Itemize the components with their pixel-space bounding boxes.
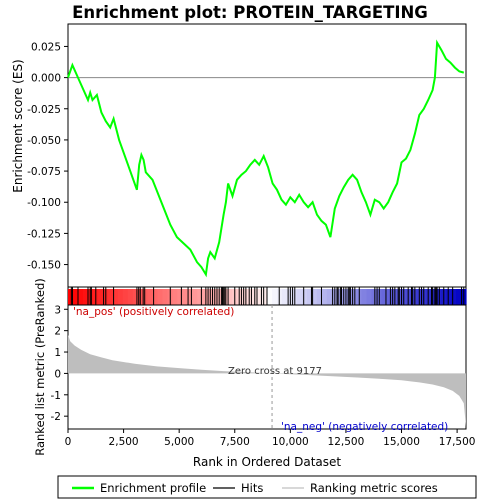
es-y-tick-label: -0.100 <box>27 197 61 209</box>
x-tick-label: 15,000 <box>383 436 420 448</box>
legend-box <box>57 475 477 499</box>
gradient-segment <box>446 289 452 305</box>
pos-correlated-label: 'na_pos' (positively correlated) <box>73 306 234 318</box>
gradient-segment <box>82 289 89 305</box>
gradient-segment <box>227 289 233 305</box>
gradient-segment <box>406 289 412 305</box>
gradient-segment <box>336 289 343 305</box>
neg-correlated-label: 'na_neg' (negatively correlated) <box>281 421 448 433</box>
gradient-segment <box>326 289 333 305</box>
enrichment-profile-line <box>67 39 465 278</box>
gradient-segment <box>262 289 268 305</box>
metric-y-axis-label: Ranked list metric (PreRanked) <box>33 278 47 456</box>
gradient-segment <box>132 289 139 305</box>
es-y-tick-label: -0.025 <box>27 104 61 116</box>
gradient-segment <box>456 289 462 305</box>
gradient-segment <box>107 289 114 305</box>
gradient-segment <box>162 289 169 305</box>
es-y-tick-label: -0.150 <box>27 260 61 272</box>
metric-y-tick-label: 2 <box>54 326 61 338</box>
es-y-tick-label: -0.125 <box>27 228 61 240</box>
metric-y-tick-label: -2 <box>51 411 61 423</box>
x-tick-label: 17,500 <box>439 436 476 448</box>
gradient-segment <box>257 289 263 305</box>
gradient-segment <box>311 289 318 305</box>
gradient-segment <box>431 289 437 305</box>
gradient-segment <box>172 289 179 305</box>
gradient-segment <box>321 289 328 305</box>
gradient-segment <box>237 289 243 305</box>
gradient-segment <box>276 289 283 305</box>
x-tick-label: 10,000 <box>272 436 309 448</box>
gradient-segment <box>316 289 323 305</box>
gradient-segment <box>361 289 368 305</box>
gradient-segment <box>341 289 348 305</box>
gradient-segment <box>451 289 457 305</box>
gradient-segment <box>391 289 397 305</box>
es-y-tick-label: 0.000 <box>31 73 61 85</box>
es-y-axis-label: Enrichment score (ES) <box>11 59 25 192</box>
gradient-segment <box>187 289 193 305</box>
legend-label: Ranking metric scores <box>310 481 438 495</box>
gradient-segment <box>197 289 203 305</box>
gradient-segment <box>371 289 378 305</box>
x-tick-label: 5,000 <box>164 436 194 448</box>
gradient-segment <box>267 289 273 305</box>
gradient-segment <box>217 289 223 305</box>
gradient-segment <box>142 289 149 305</box>
gradient-segment <box>271 289 278 305</box>
es-y-tick-label: -0.075 <box>27 166 61 178</box>
gradient-segment <box>177 289 184 305</box>
gradient-segment <box>386 289 392 305</box>
metric-y-tick-label: 3 <box>54 304 61 316</box>
gradient-segment <box>152 289 159 305</box>
gradient-segment <box>426 289 432 305</box>
x-tick-label: 12,500 <box>328 436 365 448</box>
gradient-segment <box>286 289 293 305</box>
legend-label: Hits <box>241 481 263 495</box>
metric-y-tick-label: 0 <box>54 368 61 380</box>
x-tick-label: 2,500 <box>109 436 139 448</box>
gradient-segment <box>112 289 119 305</box>
gradient-segment <box>242 289 248 305</box>
gradient-segment <box>97 289 104 305</box>
es-y-tick-label: -0.050 <box>27 135 61 147</box>
gradient-segment <box>281 289 288 305</box>
x-tick-label: 0 <box>65 436 72 448</box>
gradient-segment <box>301 289 308 305</box>
gradient-segment <box>117 289 124 305</box>
gradient-segment <box>411 289 417 305</box>
zero-cross-label: Zero cross at 9177 <box>228 366 322 377</box>
metric-y-tick-label: 1 <box>54 347 61 359</box>
gradient-segment <box>147 289 154 305</box>
gradient-segment <box>192 289 198 305</box>
gradient-segment <box>306 289 313 305</box>
gradient-segment <box>366 289 373 305</box>
gradient-segment <box>296 289 303 305</box>
gradient-segment <box>122 289 129 305</box>
gradient-segment <box>202 289 208 305</box>
gradient-segment <box>68 289 74 305</box>
x-axis-label: Rank in Ordered Dataset <box>193 455 341 469</box>
x-tick-label: 7,500 <box>220 436 250 448</box>
gradient-segment <box>182 289 188 305</box>
es-y-tick-label: 0.025 <box>31 41 61 53</box>
gradient-segment <box>157 289 164 305</box>
legend-label: Enrichment profile <box>100 481 206 495</box>
gradient-segment <box>77 289 84 305</box>
gradient-segment <box>72 289 79 305</box>
gradient-segment <box>381 289 387 305</box>
metric-y-tick-label: -1 <box>51 390 61 402</box>
gradient-segment <box>127 289 134 305</box>
chart-title: Enrichment plot: PROTEIN_TARGETING <box>72 3 428 22</box>
es-panel-frame <box>67 23 467 288</box>
gradient-segment <box>247 289 253 305</box>
